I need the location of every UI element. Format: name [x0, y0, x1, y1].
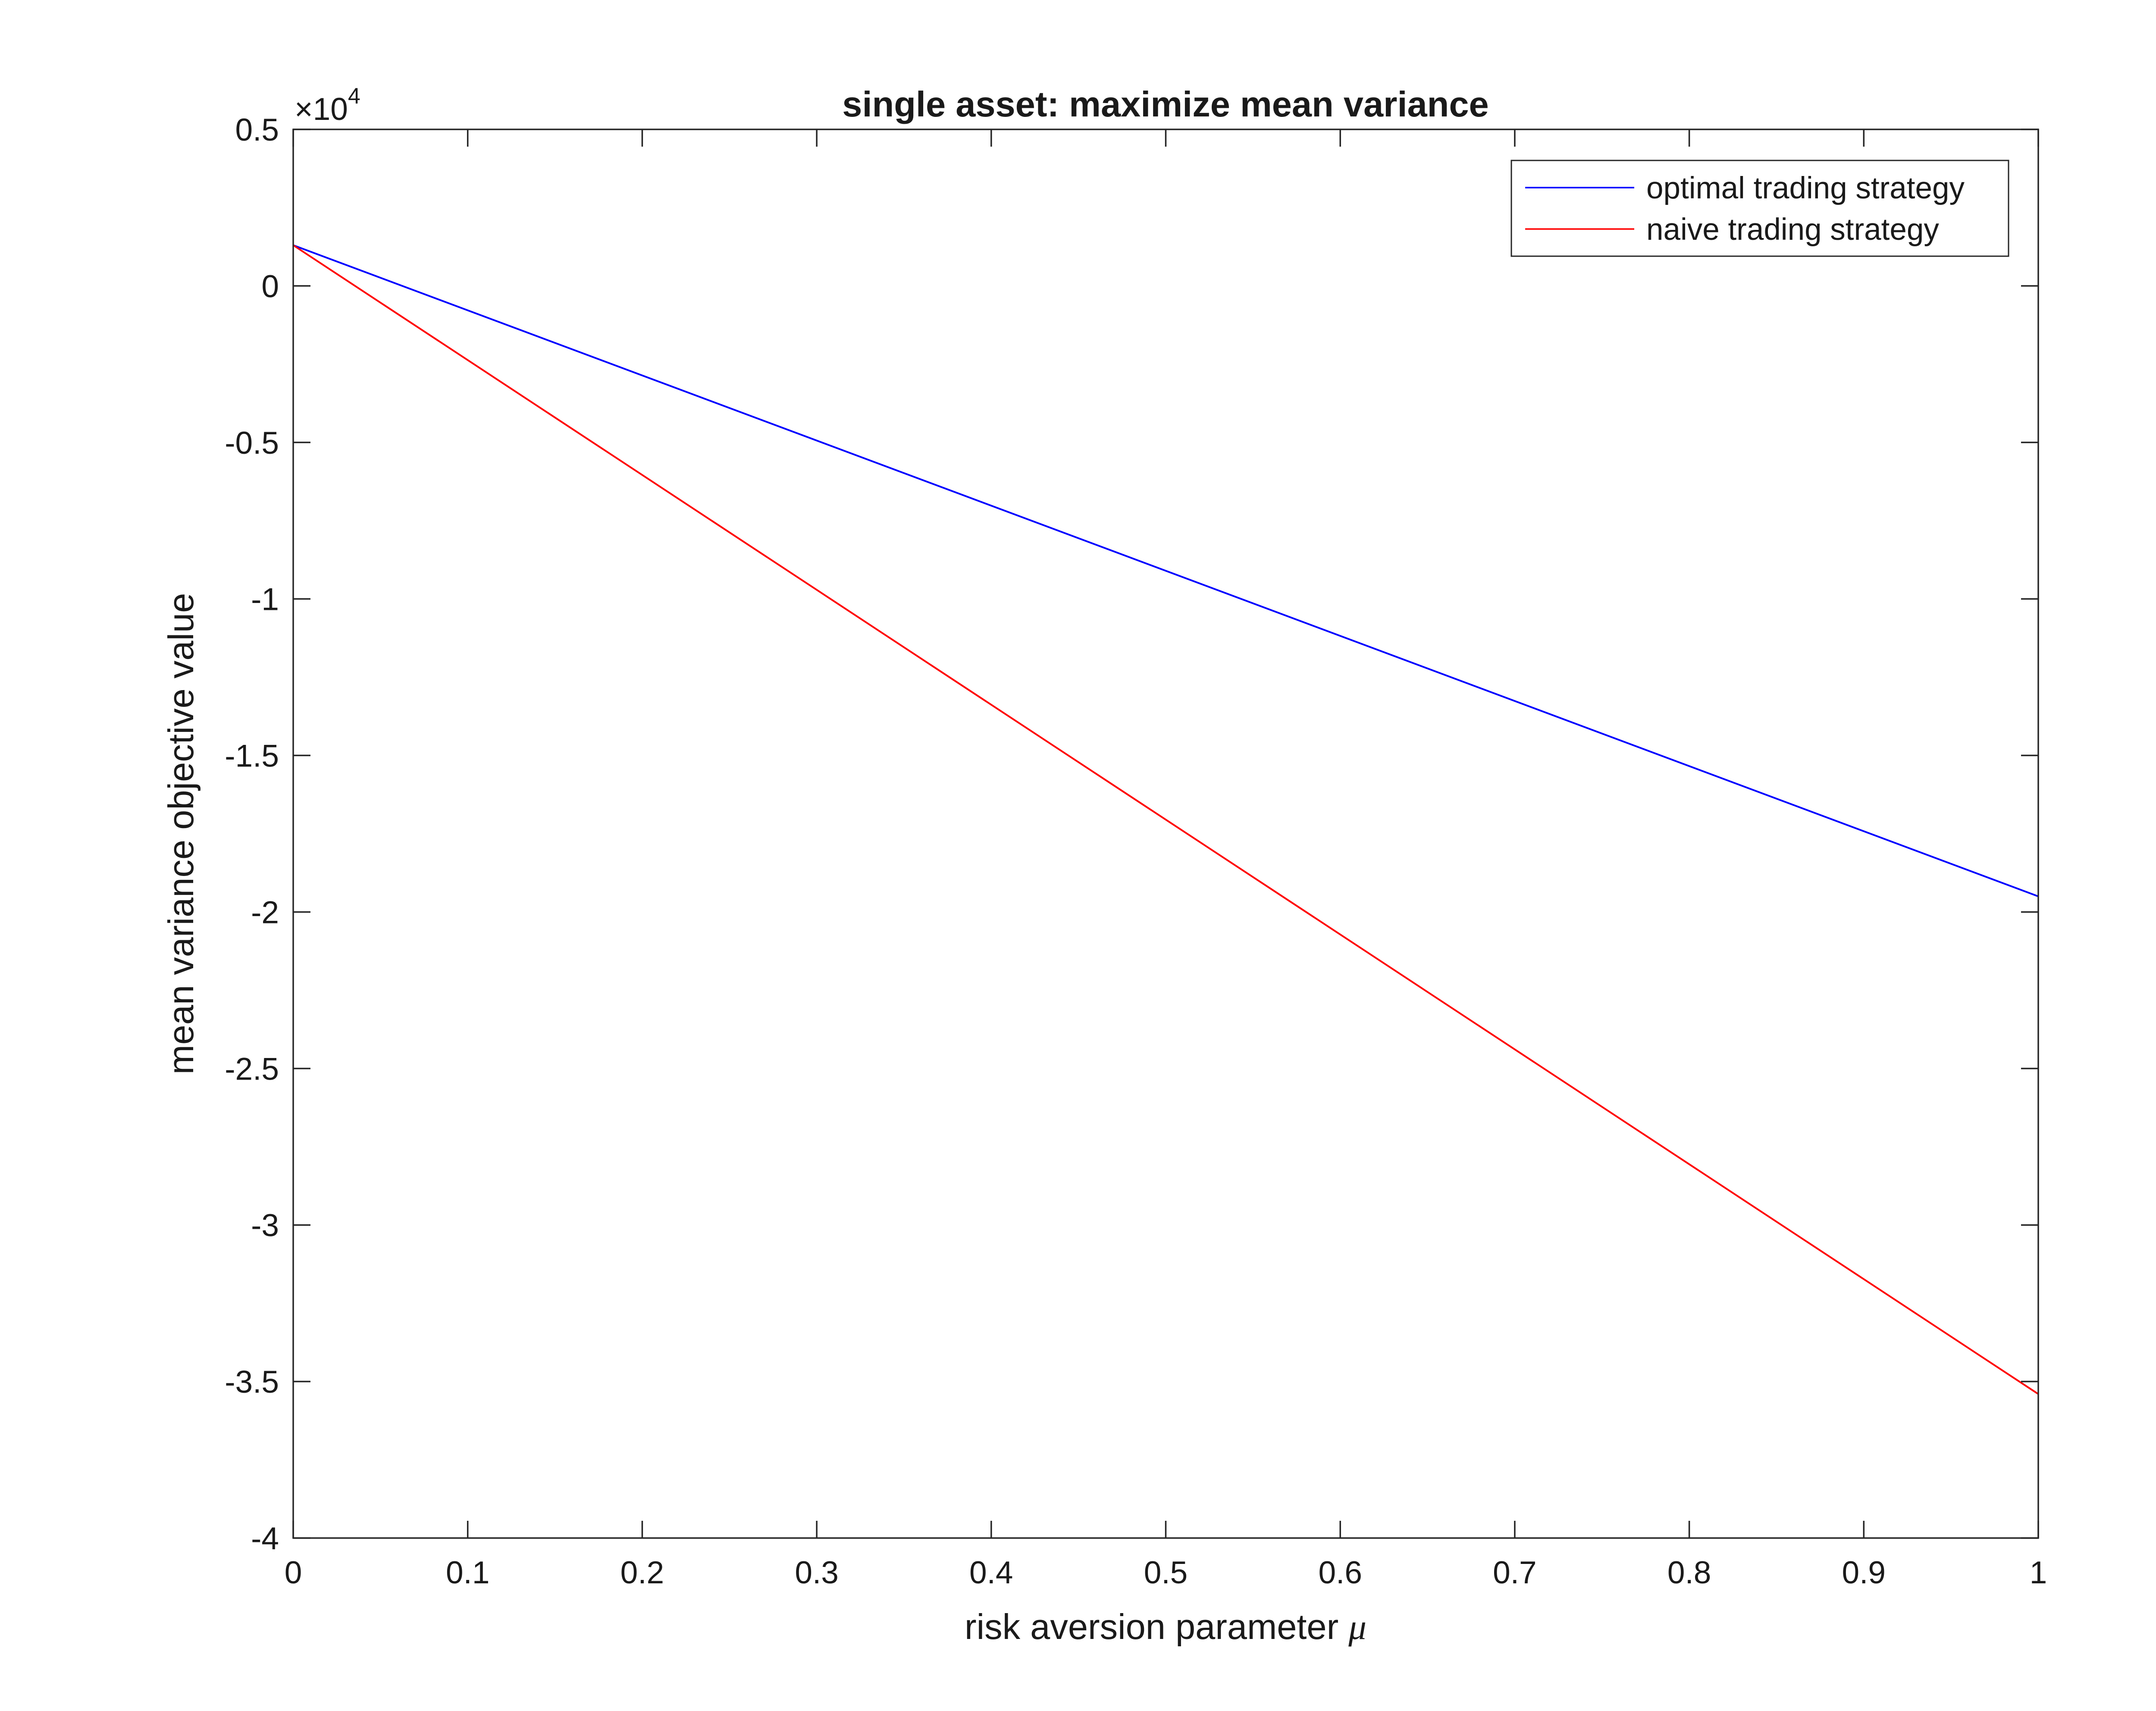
y-tick-label: -1: [251, 582, 279, 617]
series-line-naive: [292, 244, 2039, 1395]
y-tick-label: -2.5: [225, 1052, 279, 1086]
x-tick-label: 0.7: [1493, 1555, 1536, 1590]
y-axis-exponent: ×104: [295, 84, 360, 127]
y-tick-label: -4: [251, 1521, 279, 1556]
x-tick-label: 0.6: [1318, 1555, 1362, 1590]
legend-box: [1510, 160, 2009, 257]
y-tick-label: -0.5: [225, 426, 279, 461]
tick-layer: 0 0.1 0.2 0.3 0.4 0.5 0.6 0.7 0.8 0.9 1 0.5 0 -0.5 -1 -…: [225, 113, 2047, 1590]
x-axis-label: risk aversion parameter μ: [965, 1607, 1366, 1647]
series-line-optimal: [293, 244, 2039, 898]
series-layer: [292, 244, 2039, 1395]
x-axis-label-symbol: μ: [1348, 1607, 1366, 1647]
legend-label-optimal: optimal trading strategy: [1646, 171, 1965, 205]
x-tick-label: 1: [2030, 1555, 2047, 1590]
legend: optimal trading strategy naive trading s…: [1510, 160, 2009, 257]
x-tick-label: 0.9: [1842, 1555, 1886, 1590]
x-tick-label: 0.3: [795, 1555, 838, 1590]
y-tick-label: -2: [251, 895, 279, 930]
y-tick-label: -1.5: [225, 739, 279, 774]
legend-label-naive: naive trading strategy: [1646, 213, 1939, 247]
x-tick-label: 0.2: [620, 1555, 664, 1590]
plot-area: 0 0.1 0.2 0.3 0.4 0.5 0.6 0.7 0.8 0.9 1 0.5 0 -0.5 -1 -…: [225, 113, 2047, 1590]
y-tick-label: -3: [251, 1208, 279, 1243]
x-tick-label: 0.1: [446, 1555, 489, 1590]
axes-background: [293, 129, 2038, 1538]
y-tick-label: 0.5: [235, 113, 279, 148]
x-tick-label: 0.8: [1667, 1555, 1711, 1590]
y-tick-label: 0: [261, 269, 279, 304]
y-axis-exponent-power: 4: [348, 84, 360, 109]
chart-title: single asset: maximize mean variance: [842, 84, 1489, 124]
x-tick-label: 0.4: [969, 1555, 1013, 1590]
x-tick-label: 0: [285, 1555, 302, 1590]
x-tick-label: 0.5: [1144, 1555, 1188, 1590]
x-axis-label-text: risk aversion parameter: [965, 1607, 1348, 1647]
y-axis-exponent-base: ×10: [295, 92, 348, 127]
y-axis-label: mean variance objective value: [161, 593, 201, 1075]
y-tick-label: -3.5: [225, 1365, 279, 1400]
